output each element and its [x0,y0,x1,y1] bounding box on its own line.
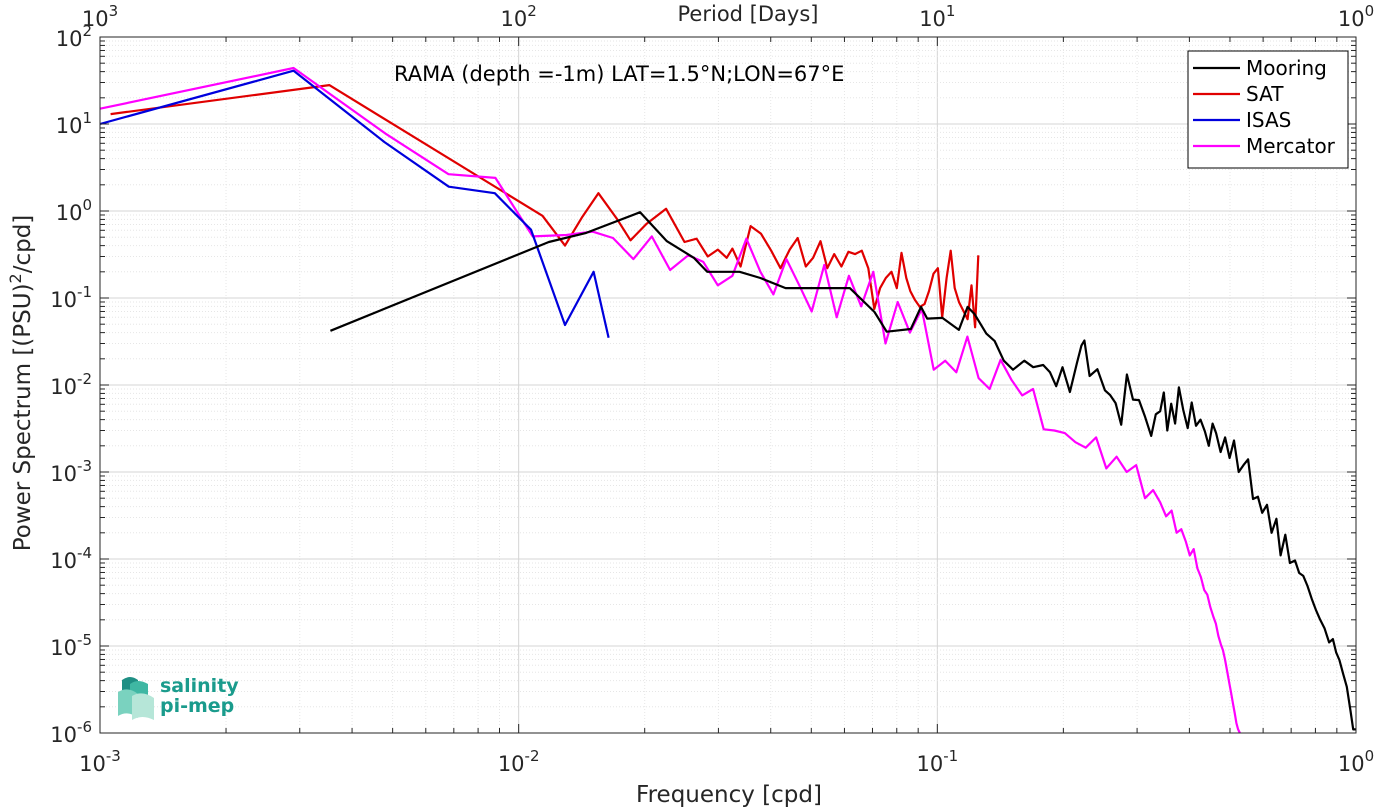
y-tick-label: 100 [56,196,92,225]
y-axis-label-sup: 2 [6,273,25,283]
y-tick-label: 10-6 [50,718,92,747]
x-tick-label: 10-3 [79,747,121,776]
y-tick-label-base: 10 [50,549,77,573]
y-tick-label: 101 [56,109,92,138]
y-tick-label: 10-2 [50,370,92,399]
tick-labels: 10-3 10-2 10-1 10010210110010-110-210-310-4… [50,2,1374,776]
top-tick-label: 102 [501,2,537,31]
x-tick-label-exp: -1 [943,747,958,765]
x-tick-label: 10-1 [916,747,958,776]
legend-label-sat: SAT [1246,82,1284,106]
top-tick-label: 101 [919,2,955,31]
series-layer [99,66,1356,734]
logo-waves-icon [118,677,154,720]
x-tick-label-exp: -3 [106,747,121,765]
grid-lines [99,37,1356,734]
series-line-mooring [329,211,1356,731]
x-tick-label-base: 10 [1338,752,1365,776]
series-line-isas [99,69,610,338]
top-tick-label-exp: 0 [1365,2,1375,20]
y-axis-label-prefix: Power Spectrum [(PSU) [10,283,36,551]
legend-label-isas: ISAS [1246,108,1291,132]
y-tick-label-exp: -1 [77,283,92,301]
y-tick-label-base: 10 [50,375,77,399]
x-tick-label-base: 10 [79,752,106,776]
y-tick-label: 10-5 [50,631,92,660]
top-tick-label: 103 [82,2,118,31]
y-tick-label-base: 10 [50,723,77,747]
y-tick-label-exp: -6 [77,718,92,736]
y-tick-label-exp: 2 [82,22,92,40]
x-tick-label-exp: 0 [1365,747,1375,765]
x-tick-label: 100 [1338,747,1374,776]
axes [99,36,1357,734]
chart-title: RAMA (depth =-1m) LAT=1.5°N;LON=67°E [394,62,844,86]
top-axis-label: Period [Days] [678,2,819,26]
y-tick-label-base: 10 [50,462,77,486]
x-axis-label: Frequency [cpd] [636,782,822,808]
y-axis-label: Power Spectrum [(PSU)2/cpd] [6,215,36,552]
top-tick-label-exp: 2 [527,2,537,20]
y-tick-label: 102 [56,22,92,51]
y-tick-label-base: 10 [56,114,83,138]
series-line-sat [110,83,980,329]
y-tick-label-exp: -2 [77,370,92,388]
legend-label-mercator: Mercator [1246,134,1336,158]
top-tick-label-base: 10 [501,7,528,31]
y-tick-label: 10-4 [50,544,92,573]
legend-label-mooring: Mooring [1246,56,1327,80]
y-tick-label: 10-3 [50,457,92,486]
logo-text-salinity: salinity [160,675,239,697]
y-tick-label-exp: 1 [82,109,92,127]
legend-box [1187,50,1349,169]
y-tick-label-exp: 0 [82,196,92,214]
y-tick-label-exp: -5 [77,631,92,649]
x-tick-label-exp: -2 [525,747,540,765]
top-tick-label: 100 [1338,2,1374,31]
y-axis-label-suffix: /cpd] [10,215,36,274]
salinity-pi-mep-logo: salinity pi-mep [116,672,256,724]
y-tick-label-base: 10 [50,636,77,660]
x-tick-label: 10-2 [498,747,540,776]
y-tick-label: 10-1 [50,283,92,312]
top-tick-label-base: 10 [82,7,109,31]
logo-text-pimep: pi-mep [160,695,235,717]
x-tick-label-base: 10 [498,752,525,776]
top-tick-label-base: 10 [919,7,946,31]
y-tick-label-base: 10 [50,288,77,312]
top-tick-label-base: 10 [1338,7,1365,31]
x-tick-label-base: 10 [916,752,943,776]
top-tick-label-exp: 3 [109,2,119,20]
top-tick-label-exp: 1 [946,2,956,20]
y-tick-label-exp: -4 [77,544,92,562]
y-tick-label-exp: -3 [77,457,92,475]
y-tick-label-base: 10 [56,27,83,51]
y-tick-label-base: 10 [56,201,83,225]
series-line-mercator [99,66,1241,734]
